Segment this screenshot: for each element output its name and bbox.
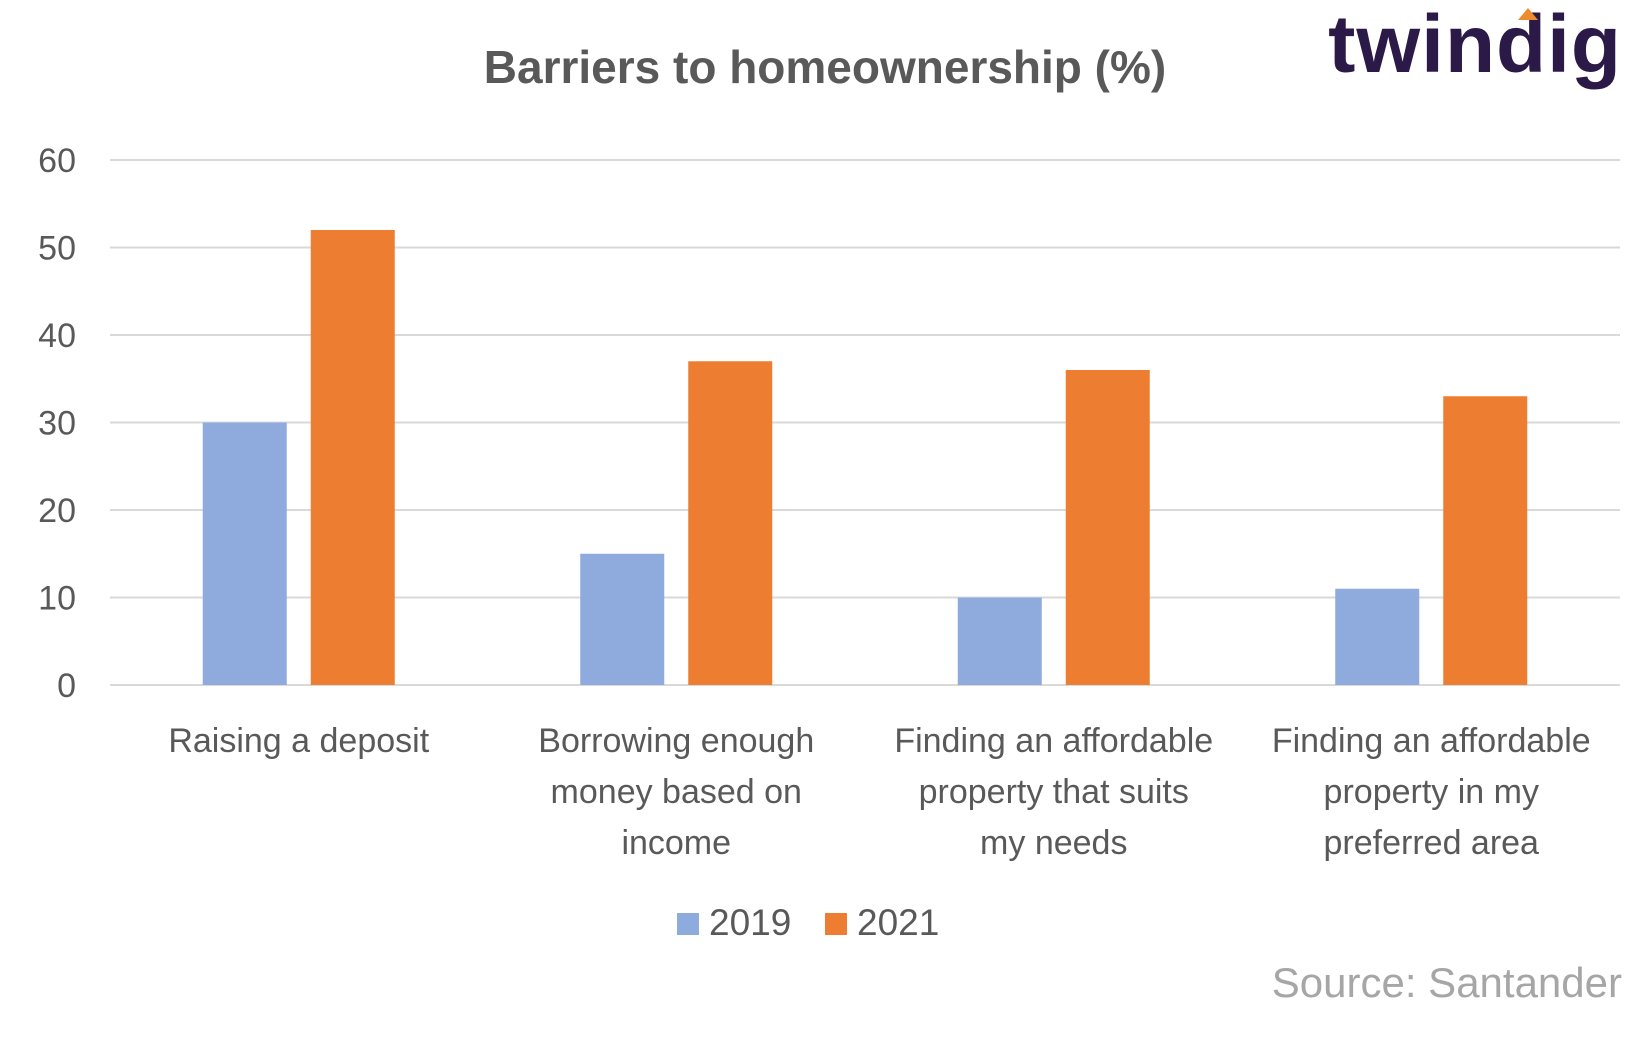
bar-2019 — [202, 422, 287, 685]
x-tick-label: my needs — [980, 824, 1127, 862]
logo-roof-icon — [1518, 8, 1538, 20]
y-tick-label: 60 — [38, 142, 76, 180]
y-tick-label: 50 — [38, 230, 76, 268]
y-tick-label: 20 — [38, 492, 76, 530]
source-note: Source: Santander — [1271, 959, 1622, 1006]
legend-swatch-2021 — [825, 913, 847, 935]
x-tick-label: Finding an affordable — [894, 722, 1213, 760]
y-tick-label: 40 — [38, 317, 76, 355]
bar-2021 — [310, 230, 395, 685]
y-tick-label: 30 — [38, 405, 76, 443]
x-tick-label: property that suits — [919, 773, 1189, 811]
bar-2019 — [580, 553, 665, 685]
legend-label: 2021 — [857, 902, 939, 943]
bar-2021 — [1443, 396, 1528, 685]
bar-2021 — [1065, 370, 1150, 685]
x-tick-label: property in my — [1324, 773, 1539, 811]
bar-2019 — [957, 597, 1042, 685]
x-tick-label: money based on — [551, 773, 802, 811]
twindig-logo: twindig — [1328, 0, 1622, 90]
bar-2021 — [688, 361, 773, 685]
y-tick-label: 0 — [57, 667, 76, 705]
chart-title: Barriers to homeownership (%) — [483, 41, 1167, 93]
x-tick-label: Finding an affordable — [1272, 722, 1591, 760]
legend-label: 2019 — [709, 902, 791, 943]
x-tick-label: income — [621, 824, 731, 862]
legend-swatch-2019 — [677, 913, 699, 935]
bar-2019 — [1335, 588, 1420, 685]
x-tick-label: Borrowing enough — [538, 722, 814, 760]
x-tick-label: preferred area — [1324, 824, 1540, 862]
x-tick-label: Raising a deposit — [168, 722, 429, 760]
y-tick-label: 10 — [38, 580, 76, 618]
